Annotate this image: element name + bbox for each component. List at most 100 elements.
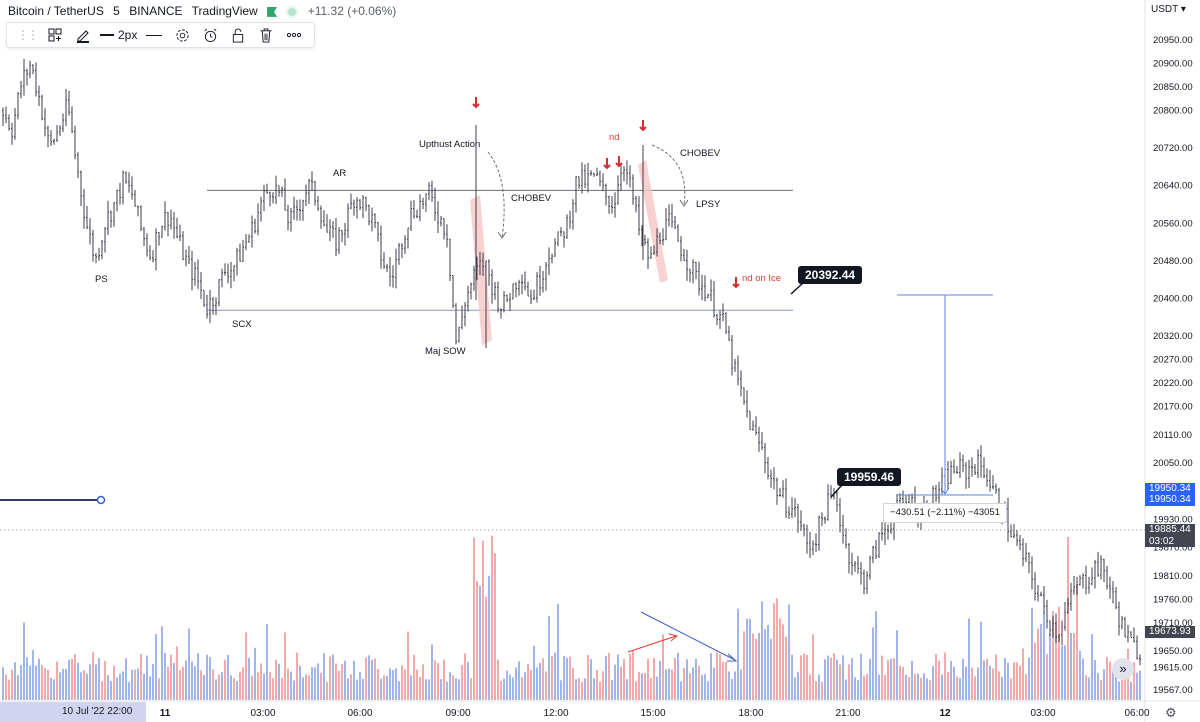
volume-bar — [524, 672, 526, 700]
volume-bar — [542, 658, 544, 700]
volume-bar — [533, 645, 535, 700]
volume-bar — [689, 673, 691, 700]
object-tree-icon[interactable] — [44, 24, 66, 46]
volume-bar — [359, 672, 361, 700]
volume-bar — [404, 669, 406, 700]
price-tick-label: 19760.00 — [1153, 594, 1193, 605]
volume-trend-arrow[interactable] — [627, 635, 677, 653]
volume-bar — [1004, 658, 1006, 700]
pencil-icon[interactable] — [72, 24, 94, 46]
volume-bar — [665, 669, 667, 700]
volume-bar — [554, 652, 556, 700]
volume-bar — [263, 673, 265, 700]
price-callout[interactable]: 20392.44 — [798, 266, 863, 284]
volume-bar — [545, 671, 547, 700]
volume-bar — [467, 662, 469, 700]
volume-bar — [1103, 668, 1105, 700]
volume-bar — [1067, 536, 1069, 700]
volume-bar — [44, 667, 46, 700]
volume-bar — [353, 660, 355, 700]
volume-bar — [737, 608, 739, 700]
volume-trend-arrow[interactable] — [640, 611, 736, 661]
scroll-to-realtime-button[interactable]: » — [1112, 658, 1134, 680]
time-tick-label: 06:00 — [347, 708, 372, 719]
volume-bar — [56, 661, 58, 700]
volume-bar — [173, 662, 175, 700]
volume-bar — [536, 667, 538, 700]
volume-bar — [662, 634, 664, 700]
volume-bar — [953, 666, 955, 700]
volume-bar — [1070, 632, 1072, 700]
currency-selector[interactable]: USDT ▾ — [1151, 4, 1186, 15]
more-icon[interactable] — [283, 24, 305, 46]
volume-bar — [326, 681, 328, 700]
exchange-label: BINANCE — [129, 4, 183, 18]
volume-bar — [629, 654, 631, 700]
red-down-arrow-icon — [472, 97, 480, 109]
unlock-icon[interactable] — [227, 24, 249, 46]
volume-bar — [824, 659, 826, 700]
symbol-name[interactable]: Bitcoin / TetherUS — [8, 4, 104, 18]
volume-bar — [164, 652, 166, 700]
volume-bar — [917, 673, 919, 700]
volume-bar — [914, 673, 916, 700]
flag-icon[interactable] — [267, 6, 278, 17]
time-tick-label: 18:00 — [738, 708, 763, 719]
alert-icon[interactable] — [199, 24, 221, 46]
volume-bar — [209, 657, 211, 700]
volume-bar — [95, 664, 97, 700]
volume-bar — [320, 672, 322, 700]
volume-bar — [53, 679, 55, 700]
volume-bar — [1133, 662, 1135, 700]
delete-icon[interactable] — [255, 24, 277, 46]
volume-bar — [926, 678, 928, 700]
volume-bar — [137, 668, 139, 700]
price-callout[interactable]: 19959.46 — [837, 468, 902, 486]
volume-bar — [113, 665, 115, 700]
volume-bar — [218, 674, 220, 700]
volume-bar — [935, 653, 937, 700]
volume-bar — [476, 581, 478, 700]
volume-bar — [620, 666, 622, 700]
price-tick-label: 19567.00 — [1153, 685, 1193, 696]
settings-gear-icon[interactable]: ⚙ — [1165, 705, 1177, 720]
volume-bar — [977, 667, 979, 700]
volume-bar — [1100, 680, 1102, 700]
volume-bar — [626, 679, 628, 700]
volume-bar — [452, 675, 454, 700]
volume-bar — [494, 553, 496, 700]
price-label-blue: 19950.34 — [1145, 483, 1195, 495]
ray-handle[interactable] — [96, 495, 106, 505]
volume-bar — [116, 677, 118, 700]
price-tick-label: 20320.00 — [1153, 331, 1193, 342]
red-down-arrow-icon — [732, 277, 740, 289]
volume-bar — [746, 618, 748, 700]
time-tick-label: 12 — [939, 708, 951, 719]
volume-bar — [395, 668, 397, 700]
volume-bar — [671, 669, 673, 700]
volume-bar — [362, 678, 364, 700]
price-tick-label: 20560.00 — [1153, 218, 1193, 229]
volume-bar — [704, 674, 706, 700]
volume-bar — [761, 601, 763, 700]
volume-bar — [1064, 645, 1066, 700]
time-tick-label: 11 — [160, 708, 171, 719]
dashed-curve-arrow — [487, 151, 505, 239]
drag-handle-icon[interactable]: ⋮⋮ — [17, 28, 39, 42]
volume-bar — [929, 680, 931, 700]
volume-bar — [335, 663, 337, 700]
line-style-icon[interactable] — [143, 24, 165, 46]
volume-bar — [791, 654, 793, 700]
volume-bar — [686, 659, 688, 700]
volume-bar — [500, 680, 502, 700]
time-tick-label: 09:00 — [445, 708, 470, 719]
volume-bar — [1025, 674, 1027, 700]
line-width-button[interactable]: 2px — [100, 24, 137, 46]
volume-bar — [308, 675, 310, 700]
volume-bar — [20, 665, 22, 700]
settings-icon[interactable] — [171, 24, 193, 46]
volume-bar — [5, 674, 7, 700]
interval-label[interactable]: 5 — [113, 4, 120, 18]
